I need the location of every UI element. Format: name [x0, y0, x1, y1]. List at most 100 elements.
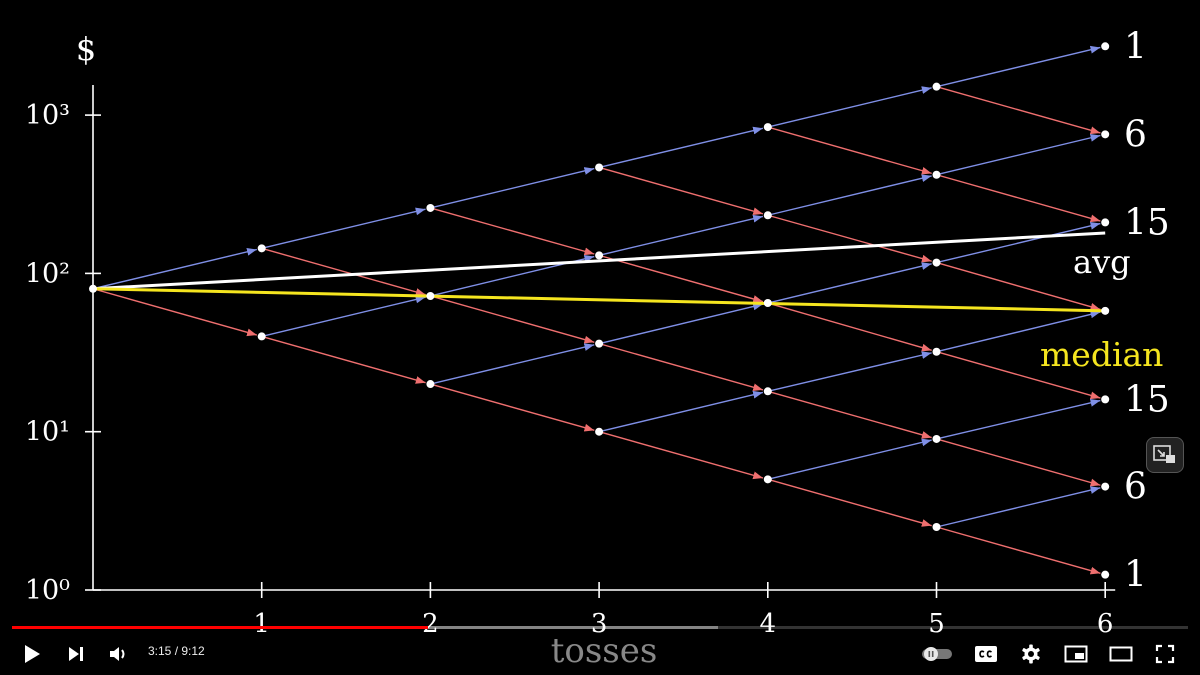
tree-edges: [92, 45, 1101, 575]
miniplayer-button[interactable]: [1062, 640, 1090, 668]
tree-node: [763, 299, 772, 308]
next-button[interactable]: [62, 640, 90, 668]
miniplayer-overlay-button[interactable]: [1146, 437, 1184, 473]
y-tick-label: 10²: [25, 258, 70, 289]
y-tick-label: 10³: [25, 100, 70, 131]
up-edge: [936, 398, 1101, 440]
autoplay-toggle[interactable]: [920, 642, 954, 666]
tree-node: [257, 332, 266, 341]
down-edge: [936, 86, 1101, 135]
settings-button[interactable]: [1017, 640, 1045, 668]
down-edge: [261, 247, 426, 296]
x-tick-label: 4: [760, 609, 777, 639]
up-edge: [767, 438, 932, 481]
cc-icon: [975, 646, 997, 662]
tree-node: [1101, 395, 1110, 404]
up-edge: [598, 214, 764, 257]
tree-node: [426, 291, 435, 300]
x-tick-label: 6: [1097, 609, 1114, 639]
player-controls: 3:15 / 9:12: [0, 622, 1200, 675]
final-count-label: 6: [1124, 114, 1147, 155]
down-edge: [598, 166, 764, 215]
miniplayer-icon: [1153, 445, 1175, 463]
tree-node: [763, 123, 772, 132]
up-edge: [430, 343, 595, 385]
up-edge: [430, 167, 595, 209]
down-edge: [261, 335, 426, 384]
tree-node: [595, 163, 604, 172]
fullscreen-icon: [1155, 644, 1175, 664]
x-tick-label: 3: [591, 609, 608, 639]
tree-node: [763, 475, 772, 484]
down-edge: [767, 214, 932, 263]
tree-node: [595, 251, 604, 260]
tree-node: [1101, 218, 1110, 227]
series-lines: [92, 231, 1106, 313]
tree-node: [763, 387, 772, 396]
down-edge: [430, 295, 595, 344]
down-edge: [936, 526, 1101, 575]
gear-icon: [1022, 644, 1040, 664]
tree-nodes: [89, 42, 1110, 579]
up-edge: [598, 126, 764, 169]
down-edge: [767, 302, 932, 352]
tree-node: [1101, 130, 1110, 139]
down-edge: [598, 431, 764, 480]
down-edge: [92, 288, 258, 337]
play-button[interactable]: [18, 640, 46, 668]
tree-node: [932, 347, 941, 356]
down-edge: [767, 390, 932, 439]
x-axis-title: tosses: [551, 631, 658, 671]
progress-played: [12, 626, 429, 629]
tree-node: [257, 244, 266, 253]
x-tick-label: 5: [928, 609, 945, 639]
up-edge: [936, 486, 1101, 528]
final-count-label: 15: [1124, 379, 1170, 420]
series-line-avg: [92, 231, 1106, 291]
tree-node: [426, 203, 435, 212]
tree-node: [763, 211, 772, 220]
series-label-median: median: [1040, 335, 1163, 374]
tree-node: [1101, 306, 1110, 315]
tree-node: [932, 170, 941, 179]
down-edge: [430, 383, 595, 432]
final-count-label: 6: [1124, 467, 1147, 508]
down-edge: [430, 207, 595, 256]
series-label-avg: avg: [1073, 243, 1131, 281]
down-edge: [936, 174, 1101, 223]
tree-node: [595, 427, 604, 436]
tree-node: [1101, 570, 1110, 579]
fullscreen-button[interactable]: [1151, 640, 1179, 668]
subtitles-button[interactable]: [972, 640, 1000, 668]
up-edge: [936, 310, 1101, 353]
down-edge: [767, 478, 932, 527]
up-edge: [598, 390, 764, 433]
up-edge: [767, 174, 932, 216]
up-edge: [261, 207, 426, 250]
final-count-label: 15: [1124, 202, 1170, 243]
up-edge: [767, 351, 932, 392]
final-count-label: 1: [1124, 26, 1147, 67]
down-edge: [598, 342, 764, 392]
y-tick-label: 10⁰: [25, 575, 70, 606]
y-tick-label: 10¹: [25, 417, 70, 448]
play-icon: [25, 645, 40, 663]
up-edge: [598, 302, 764, 345]
up-edge: [936, 222, 1101, 264]
tree-node: [932, 523, 941, 532]
tree-node: [932, 258, 941, 267]
up-edge: [261, 295, 426, 338]
theater-mode-button[interactable]: [1107, 640, 1135, 668]
up-edge: [767, 262, 932, 304]
mute-button[interactable]: [105, 640, 133, 668]
up-edge: [767, 86, 932, 128]
next-icon: [69, 647, 83, 661]
x-tick-label: 2: [422, 609, 439, 639]
time-display: 3:15 / 9:12: [148, 644, 205, 658]
down-edge: [598, 254, 764, 303]
progress-bar[interactable]: [12, 626, 1188, 629]
tree-node: [932, 82, 941, 91]
final-count-label: 1: [1124, 555, 1147, 596]
axes: [85, 85, 1116, 598]
